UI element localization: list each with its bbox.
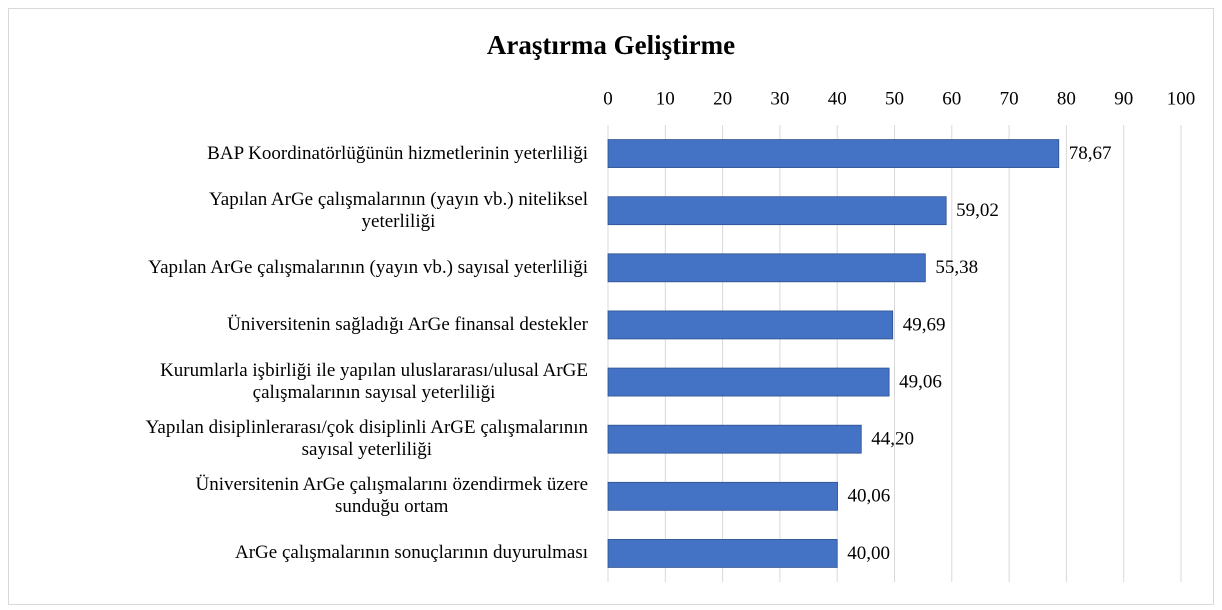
- x-tick-label: 50: [885, 88, 904, 109]
- category-label: Kurumlarla işbirliği ile yapılan uluslar…: [160, 360, 588, 404]
- category-label: BAP Koordinatörlüğünün hizmetlerinin yet…: [207, 142, 588, 164]
- bar: [607, 253, 926, 283]
- x-tick-label: 40: [828, 88, 847, 109]
- bar: [607, 367, 890, 397]
- category-label: Üniversitenin sağladığı ArGe finansal de…: [227, 313, 588, 335]
- bar: [607, 139, 1060, 168]
- category-label: ArGe çalışmalarının sonuçlarının duyurul…: [235, 542, 588, 564]
- x-tick-label: 70: [1000, 88, 1019, 109]
- data-label: 44,20: [871, 429, 914, 450]
- data-label: 55,38: [935, 257, 978, 278]
- bar: [607, 539, 838, 568]
- bar: [607, 196, 947, 226]
- category-label: Yapılan ArGe çalışmalarının (yayın vb.) …: [148, 256, 588, 278]
- data-label: 40,00: [847, 543, 890, 564]
- x-tick-label: 60: [942, 88, 961, 109]
- category-label: Yapılan disiplinlerarası/çok disiplinli …: [145, 417, 588, 461]
- x-tick-label: 30: [770, 88, 789, 109]
- x-tick-label: 80: [1057, 88, 1076, 109]
- data-label: 59,02: [956, 200, 999, 221]
- bar: [607, 424, 862, 454]
- data-label: 49,06: [899, 371, 942, 392]
- bar: [607, 310, 894, 340]
- x-tick-label: 0: [603, 88, 613, 109]
- bar: [607, 481, 838, 511]
- chart-title: Araştırma Geliştirme: [487, 30, 735, 60]
- data-label: 49,69: [903, 314, 946, 335]
- x-tick-label: 20: [713, 88, 732, 109]
- data-label: 78,67: [1069, 143, 1112, 164]
- x-tick-label: 10: [656, 88, 675, 109]
- data-label: 40,06: [848, 486, 891, 507]
- category-label: Üniversitenin ArGe çalışmalarını özendir…: [195, 474, 588, 518]
- x-tick-label: 100: [1167, 88, 1196, 109]
- x-tick-label: 90: [1114, 88, 1133, 109]
- category-label: Yapılan ArGe çalışmalarının (yayın vb.) …: [208, 188, 588, 232]
